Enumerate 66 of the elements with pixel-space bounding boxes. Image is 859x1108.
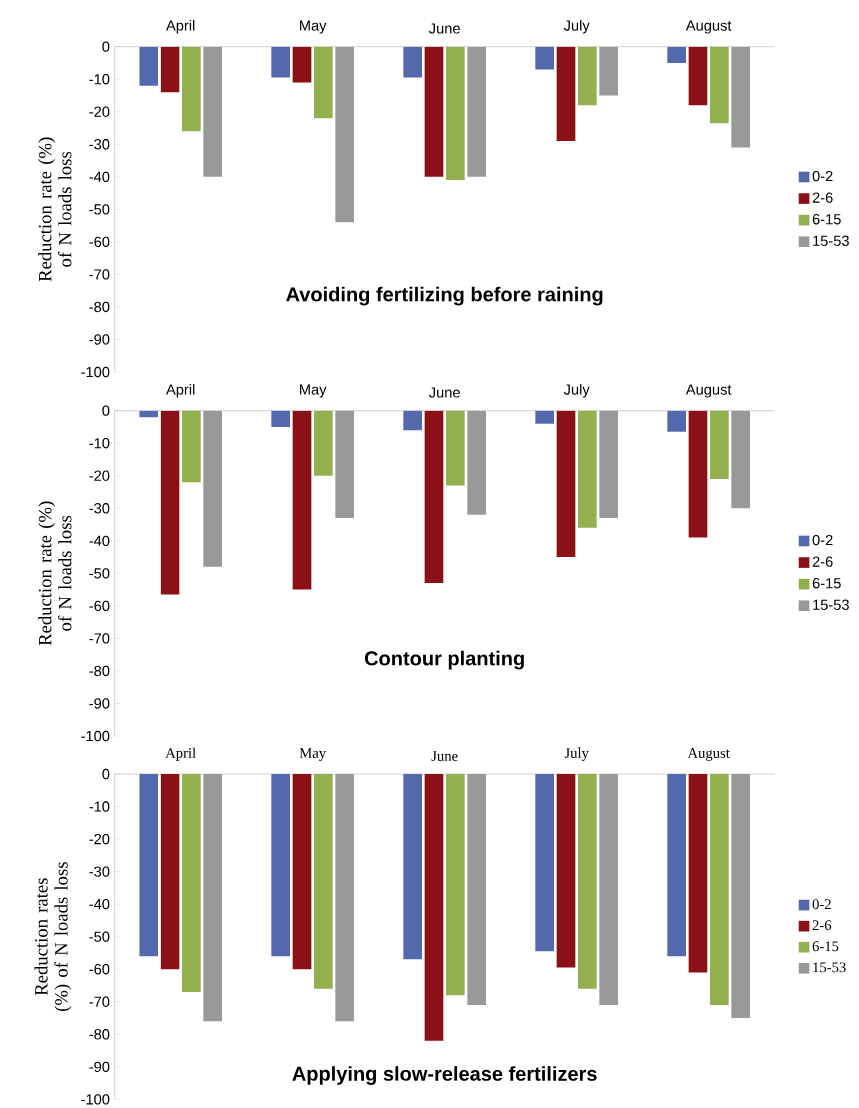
y-tick-label: -70 <box>89 633 110 644</box>
y-tick-label: -10 <box>89 438 110 449</box>
x-tick-label: June <box>431 751 458 761</box>
legend-label: 6-15 <box>812 941 839 952</box>
y-tick-label: -80 <box>89 301 110 313</box>
x-tick-label: May <box>300 384 327 398</box>
y-tick-label: -20 <box>89 833 110 845</box>
y-tick-label: -40 <box>89 171 110 183</box>
y-tick-label: -30 <box>89 866 110 877</box>
y-tick-label: -60 <box>89 600 110 612</box>
y-axis-title: Reduction rate (%) of N loads loss <box>38 137 72 282</box>
text: Applying slow-release fertilizers <box>292 1066 597 1085</box>
y-tick-label: -100 <box>81 366 110 378</box>
x-tick-label: August <box>687 748 730 761</box>
x-tick-label: July <box>563 383 590 398</box>
x-tick-label: April <box>166 383 195 398</box>
x-tick-label: August <box>685 384 732 398</box>
y-tick-label: -70 <box>89 269 110 280</box>
x-tick-label: June <box>428 387 460 398</box>
y-tick-label: -80 <box>89 1029 110 1040</box>
y-tick-label: -60 <box>89 236 110 248</box>
y-tick-label: -60 <box>89 964 110 975</box>
y-tick-label: -50 <box>89 568 110 579</box>
legend-label: 6-15 <box>812 214 841 225</box>
legend-label: 0-2 <box>812 170 833 182</box>
x-tick-label: August <box>685 20 732 34</box>
y-tick-label: -90 <box>89 698 110 709</box>
y-tick-label: -20 <box>89 106 110 117</box>
y-tick-label: -30 <box>89 139 110 150</box>
y-tick-label: -50 <box>89 931 110 942</box>
y-tick-label: -100 <box>81 730 110 742</box>
x-tick-label: April <box>166 19 195 34</box>
text: Avoiding fertilizing before raining <box>286 286 603 306</box>
y-tick-label: 0 <box>102 41 110 52</box>
x-tick-label: July <box>563 19 590 34</box>
legend-label: 2-6 <box>812 192 833 203</box>
y-tick-label: -70 <box>89 996 110 1007</box>
text: Contour planting <box>364 650 524 670</box>
y-axis-title: Reduction rate (%) of N loads loss <box>38 501 72 646</box>
y-axis-title: Reduction rates (%) of N loads loss <box>34 862 72 1012</box>
legend-label: 6-15 <box>812 578 841 589</box>
y-tick-label: -10 <box>89 74 110 85</box>
y-tick-label: -40 <box>89 535 110 547</box>
x-tick-label: May <box>299 748 327 761</box>
x-tick-label: July <box>564 747 589 761</box>
legend-label: 2-6 <box>812 556 833 567</box>
y-tick-label: 0 <box>102 768 110 780</box>
y-tick-label: -80 <box>89 665 110 677</box>
y-tick-label: -20 <box>89 470 110 481</box>
y-tick-label: -100 <box>81 1094 110 1105</box>
y-tick-label: -30 <box>89 503 110 514</box>
x-tick-label: April <box>165 747 196 761</box>
y-tick-label: 0 <box>102 405 110 416</box>
legend-label: 15-53 <box>813 235 849 246</box>
legend-label: 2-6 <box>812 920 832 931</box>
y-tick-label: -90 <box>89 1061 110 1072</box>
legend-label: 15-53 <box>813 599 849 610</box>
y-tick-label: -50 <box>89 204 110 215</box>
y-tick-label: -90 <box>89 334 110 345</box>
y-tick-label: -40 <box>89 898 110 910</box>
y-tick-label: -10 <box>89 801 110 812</box>
legend-label: 15-53 <box>813 962 846 973</box>
legend-label: 0-2 <box>812 899 831 910</box>
legend-label: 0-2 <box>812 534 833 546</box>
x-tick-label: May <box>300 20 327 34</box>
x-tick-label: June <box>428 23 460 34</box>
